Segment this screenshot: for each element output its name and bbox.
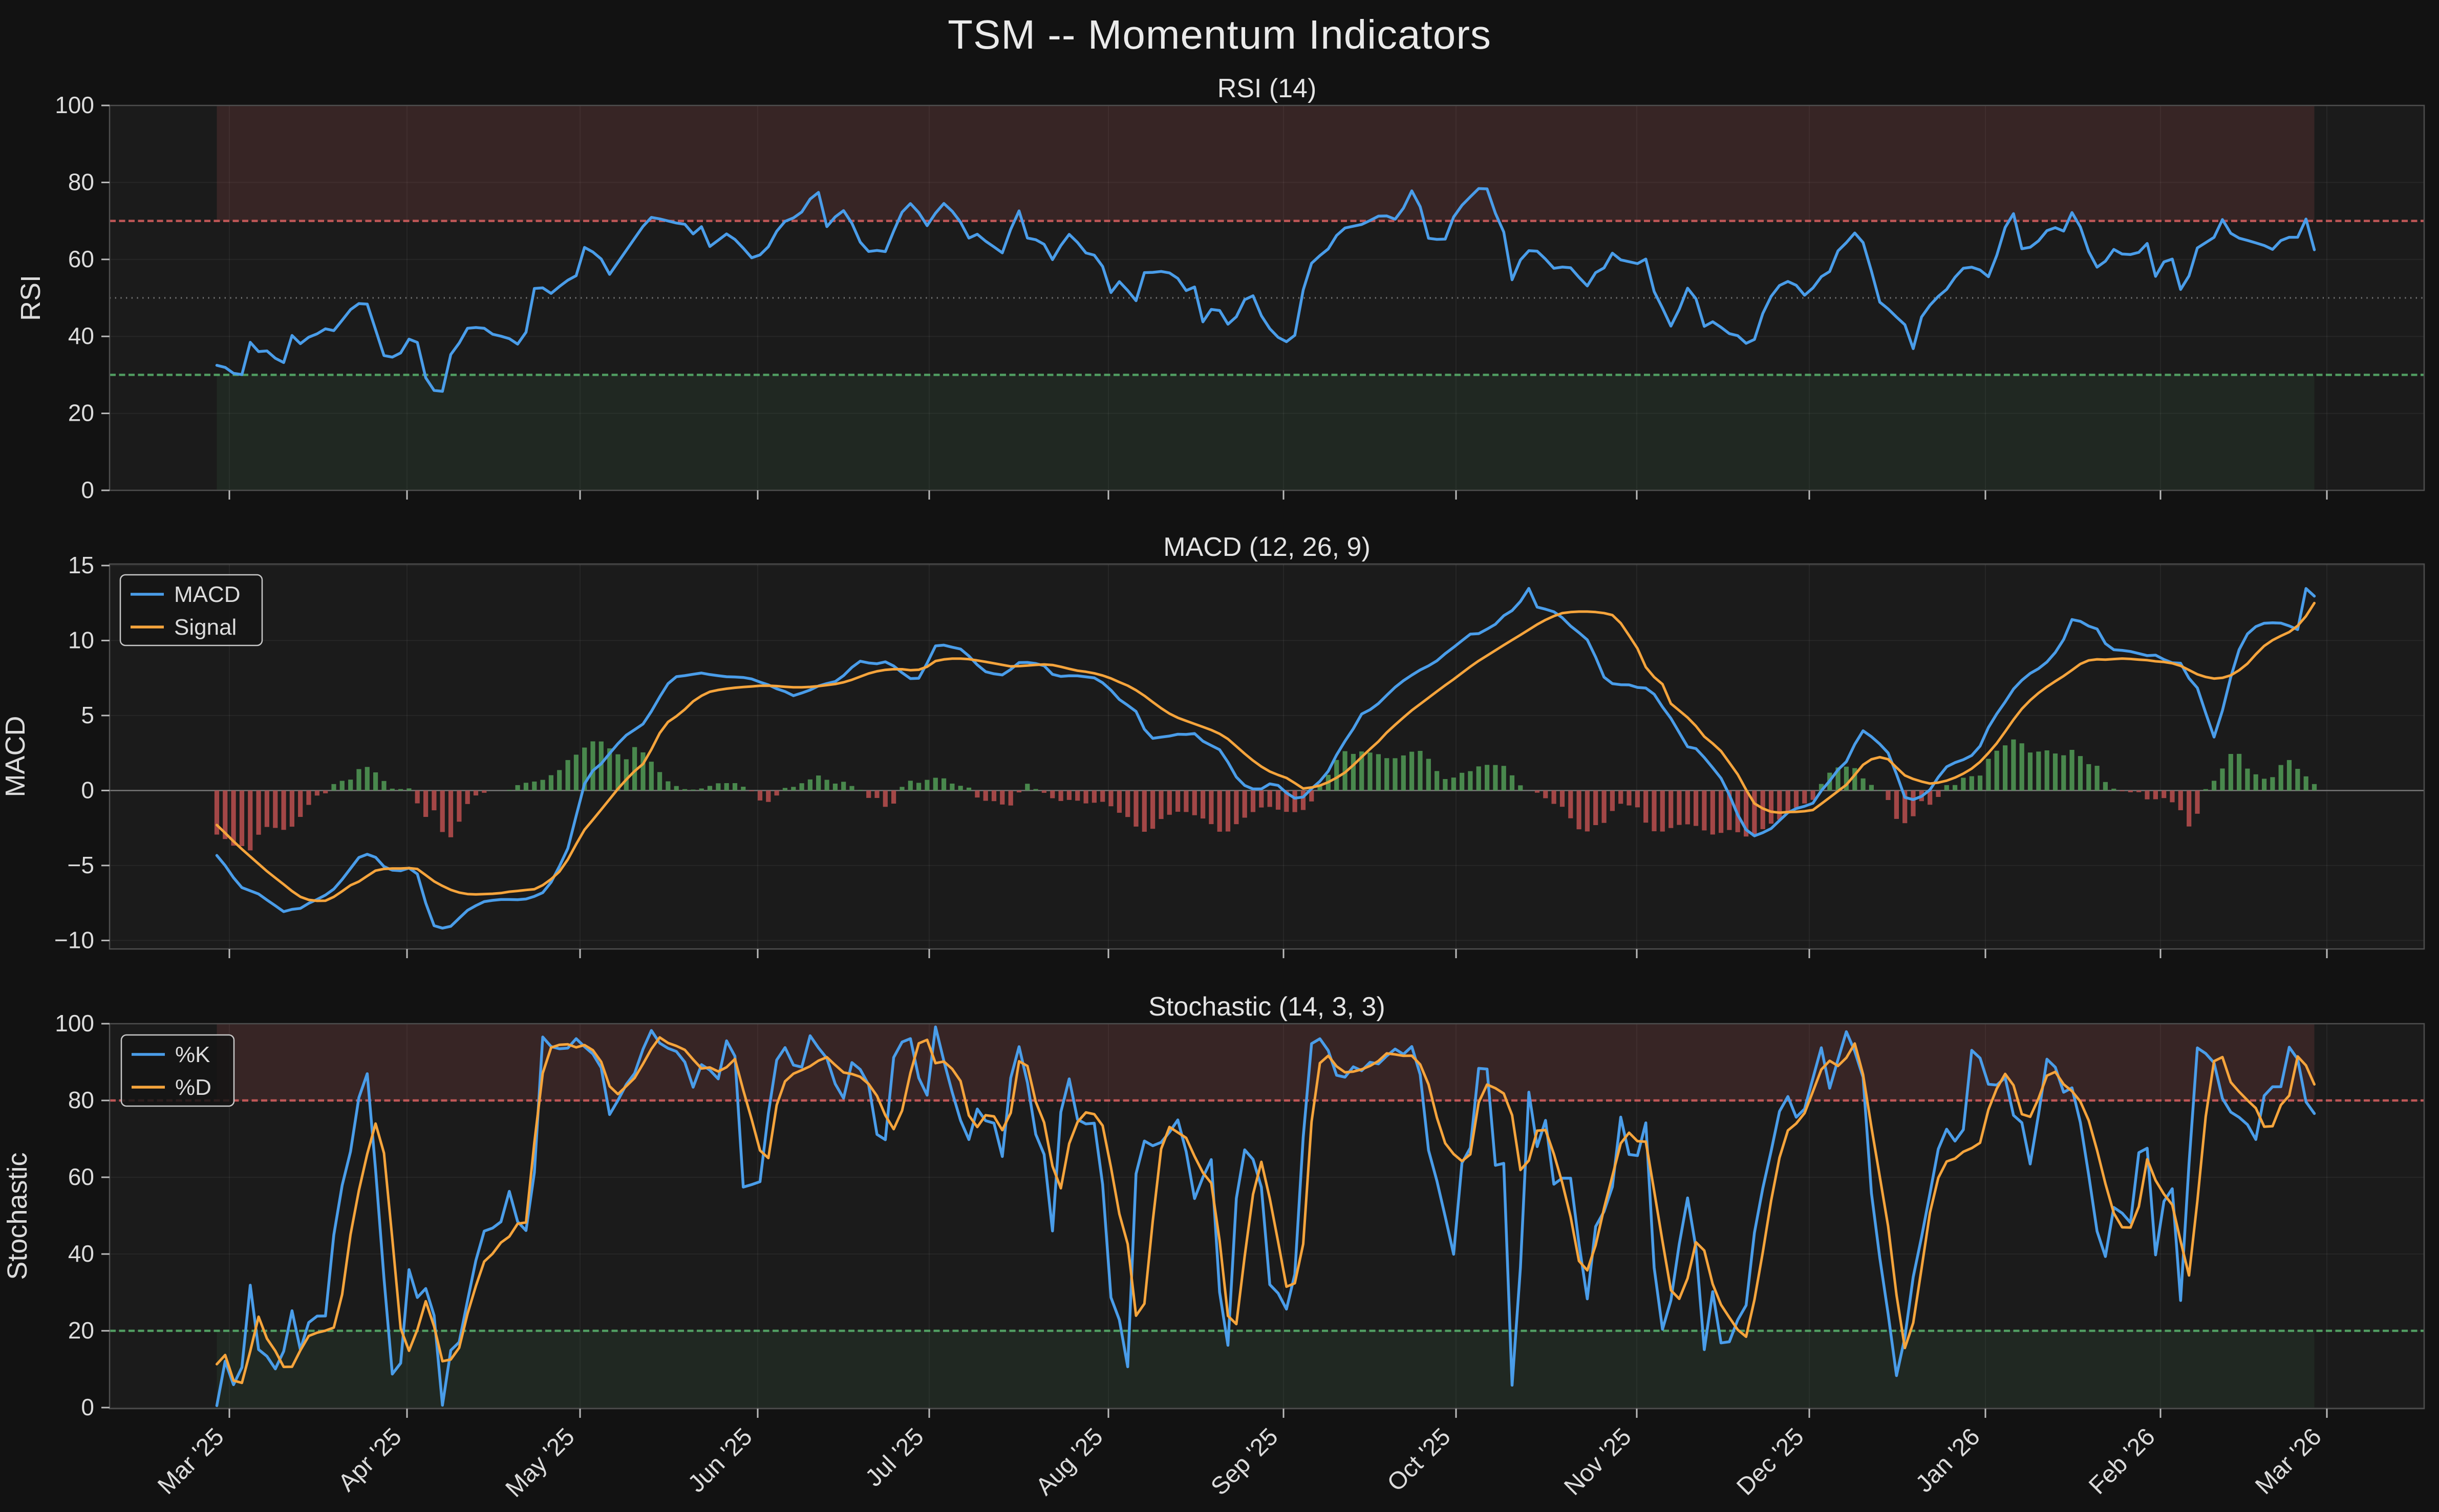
svg-text:60: 60 bbox=[68, 1163, 94, 1190]
svg-text:RSI: RSI bbox=[15, 275, 46, 321]
svg-text:Signal: Signal bbox=[174, 615, 237, 640]
svg-text:MACD (12, 26, 9): MACD (12, 26, 9) bbox=[1163, 532, 1371, 562]
svg-text:40: 40 bbox=[68, 1240, 94, 1267]
svg-text:%D: %D bbox=[175, 1075, 211, 1100]
svg-text:Stochastic (14, 3, 3): Stochastic (14, 3, 3) bbox=[1148, 992, 1385, 1022]
svg-text:10: 10 bbox=[68, 627, 94, 653]
svg-text:Stochastic: Stochastic bbox=[2, 1152, 33, 1280]
svg-text:100: 100 bbox=[55, 1010, 94, 1036]
svg-text:MACD: MACD bbox=[174, 582, 241, 607]
svg-text:%K: %K bbox=[175, 1042, 210, 1067]
svg-text:0: 0 bbox=[81, 1394, 94, 1420]
svg-text:20: 20 bbox=[68, 400, 94, 426]
svg-text:5: 5 bbox=[81, 702, 94, 728]
svg-text:60: 60 bbox=[68, 246, 94, 272]
svg-text:40: 40 bbox=[68, 322, 94, 349]
svg-text:100: 100 bbox=[55, 92, 94, 118]
svg-text:RSI (14): RSI (14) bbox=[1217, 74, 1317, 103]
svg-text:15: 15 bbox=[68, 552, 94, 578]
svg-text:−10: −10 bbox=[54, 926, 94, 953]
svg-text:80: 80 bbox=[68, 168, 94, 195]
svg-text:0: 0 bbox=[81, 776, 94, 803]
svg-text:20: 20 bbox=[68, 1317, 94, 1344]
svg-text:−5: −5 bbox=[68, 852, 94, 878]
svg-text:MACD: MACD bbox=[0, 716, 31, 797]
svg-text:80: 80 bbox=[68, 1087, 94, 1113]
svg-text:TSM -- Momentum Indicators: TSM -- Momentum Indicators bbox=[948, 12, 1491, 57]
svg-text:0: 0 bbox=[81, 477, 94, 503]
